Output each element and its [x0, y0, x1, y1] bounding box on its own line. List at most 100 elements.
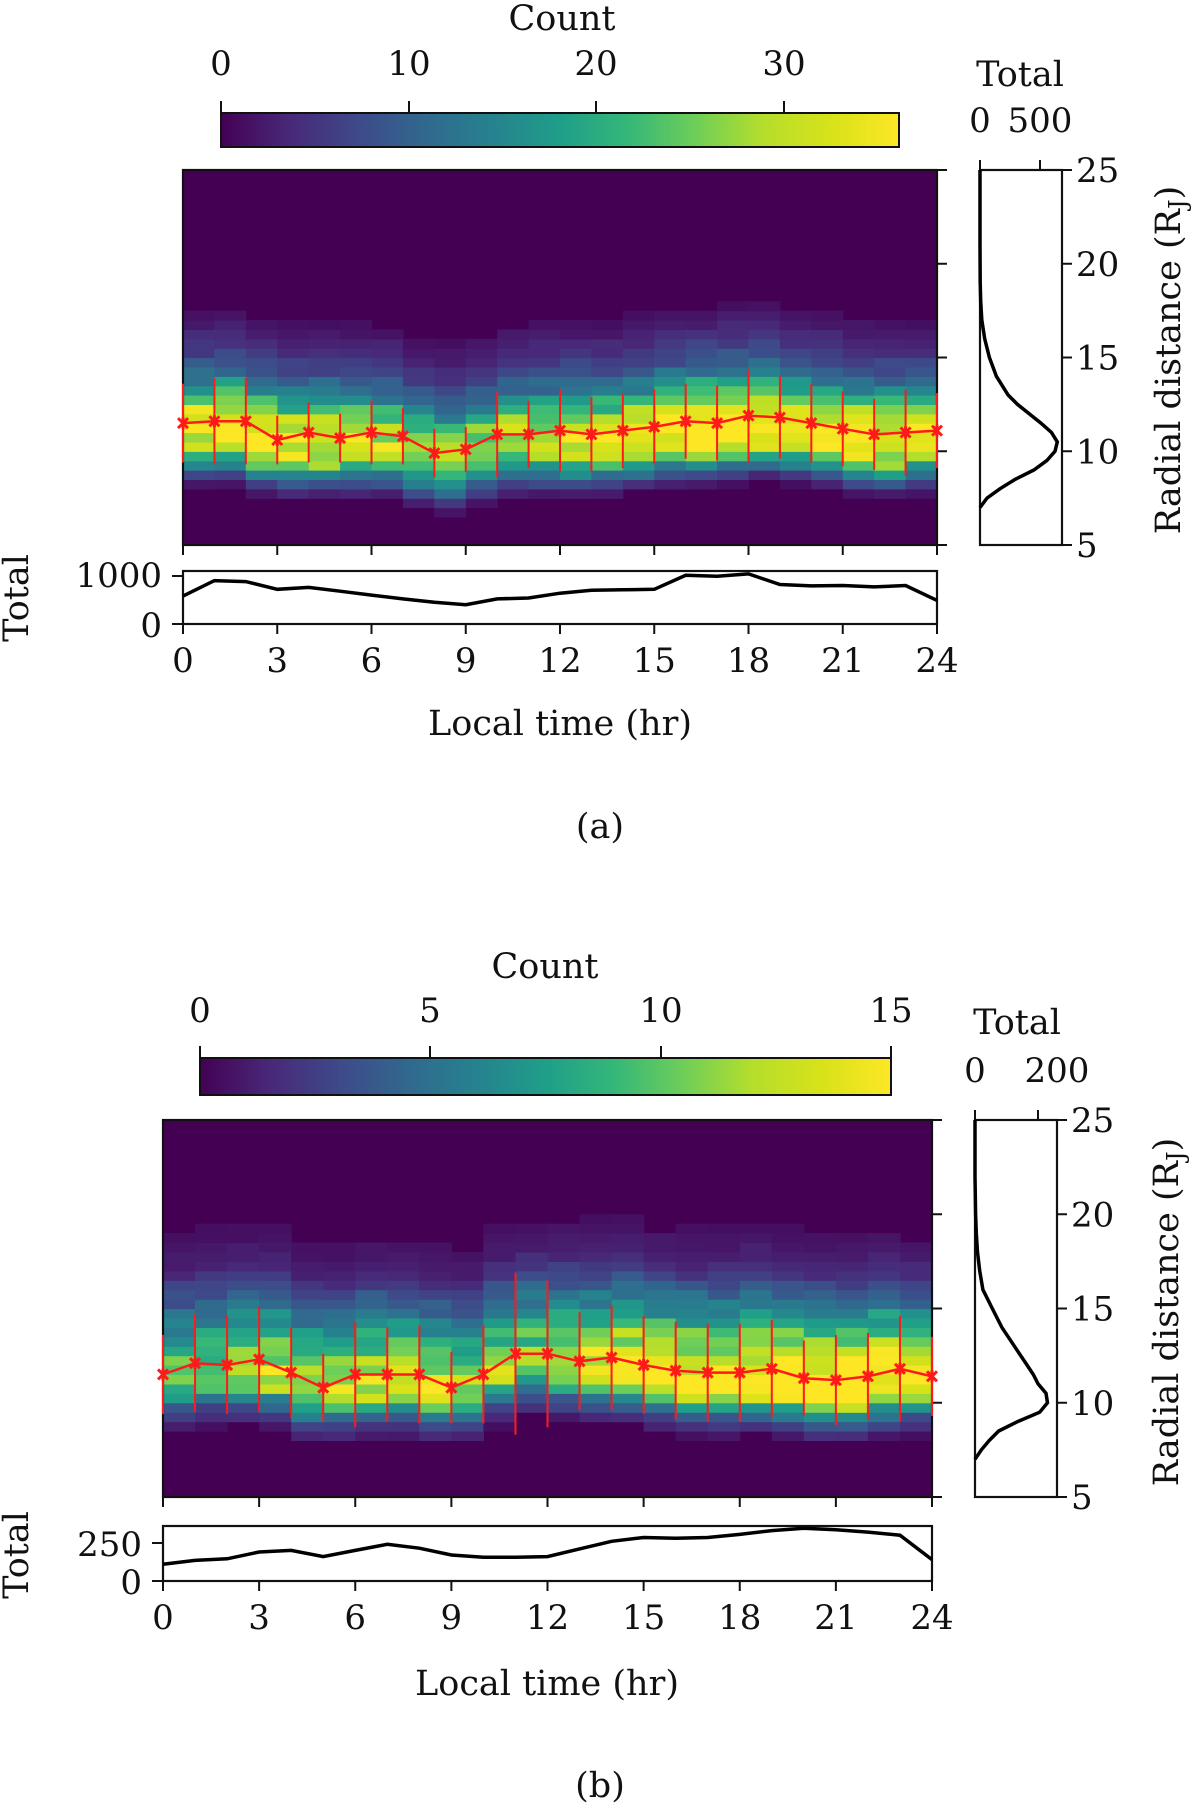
radial-axis-ticks: 5 10 15 20 25 [1062, 151, 1119, 566]
heatmap-cell [811, 310, 844, 321]
heatmap-cell [779, 413, 812, 424]
heatmap-cell [163, 1280, 196, 1291]
heatmap-cell [900, 1327, 932, 1338]
heatmap-cell [835, 1327, 869, 1338]
heatmap-cell [560, 451, 592, 462]
heatmap-cell [874, 357, 907, 368]
heatmap-cell [685, 451, 718, 462]
heatmap-cell [547, 1223, 581, 1234]
heatmap-cell [835, 1374, 869, 1385]
heatmap-cell [277, 329, 310, 340]
heatmap-cell [717, 479, 750, 490]
mean-radius-marker [208, 415, 221, 428]
heatmap-cell [803, 1252, 837, 1262]
heatmap-cell [560, 488, 592, 499]
heatmap-cell [591, 441, 624, 452]
heatmap-cell [483, 1299, 516, 1310]
heatmap-cell [259, 1412, 292, 1423]
heatmap-cell [739, 1327, 773, 1338]
heatmap-cell [622, 348, 655, 359]
mean-radius-marker [317, 1381, 330, 1394]
mean-radius-marker [428, 447, 441, 460]
heatmap-cell [811, 376, 844, 387]
colorbar-tick-marks [220, 101, 785, 113]
heatmap-cell [900, 1280, 932, 1291]
heatmap-cell [643, 1317, 677, 1328]
panel-label-b: (b) [575, 1766, 625, 1806]
heatmap-cell [214, 470, 247, 480]
heatmap-cell [371, 432, 404, 443]
heatmap-cell [402, 357, 435, 368]
heatmap-cell [434, 441, 467, 452]
heatmap-cell [323, 1308, 356, 1319]
heatmap-cell [451, 1365, 484, 1375]
heatmap-cell [622, 395, 655, 405]
heatmap-cell [547, 1242, 581, 1253]
heatmap-cell [245, 470, 278, 480]
heatmap-cell [355, 1280, 388, 1291]
heatmap-cell [497, 432, 530, 443]
heatmap-cell [371, 357, 404, 368]
heatmap-cell [611, 1374, 645, 1385]
heatmap-cell [528, 395, 561, 405]
mean-radius-marker [334, 432, 347, 445]
heatmap-cell [483, 1252, 516, 1262]
heatmap-cell [515, 1299, 549, 1310]
heatmap-cell [387, 1299, 420, 1310]
heatmap-cell [183, 470, 215, 480]
x-tick-label: 24 [915, 641, 958, 681]
heatmap-cell [867, 1374, 901, 1385]
heatmap-cell [214, 460, 247, 471]
heatmap-cell [214, 385, 247, 396]
heatmap-cell [483, 1308, 516, 1319]
heatmap-cell [323, 1393, 356, 1404]
heatmap-cell [371, 395, 404, 405]
bottom-total-frame [161, 1524, 934, 1583]
radial-tick-label: 15 [1076, 339, 1119, 379]
heatmap-cell [355, 1421, 388, 1432]
mean-radius-marker [253, 1353, 266, 1366]
heatmap-cell [867, 1421, 901, 1432]
heatmap-cell [707, 1233, 741, 1244]
heatmap-cell [419, 1393, 452, 1404]
heatmap-cell [245, 395, 278, 405]
heatmap-cell [387, 1374, 420, 1385]
heatmap-cell [874, 432, 907, 443]
heatmap-cell [277, 488, 310, 499]
heatmap-cell [387, 1308, 420, 1319]
heatmap-cell [771, 1242, 805, 1253]
mean-radius-series-a [176, 368, 944, 478]
heatmap-cell [622, 385, 655, 396]
heatmap-cell [451, 1383, 484, 1394]
heatmap-cell [874, 376, 907, 387]
heatmap-cell [451, 1327, 484, 1338]
heatmap-cell [227, 1393, 260, 1404]
heatmap-cell [643, 1327, 677, 1338]
heatmap-cell [465, 423, 498, 434]
heatmap-cell [611, 1365, 645, 1375]
heatmap-cell [323, 1327, 356, 1338]
heatmap-cell [842, 357, 875, 368]
heatmap-cell [905, 404, 937, 415]
heatmap-cell [579, 1336, 613, 1347]
heatmap-cell [611, 1261, 645, 1272]
heatmap-cell [547, 1280, 581, 1291]
heatmap-cell [675, 1299, 709, 1310]
heatmap-cell [528, 432, 561, 443]
heatmap-cell [779, 451, 812, 462]
heatmap-cell [579, 1270, 613, 1281]
heatmap-cell [419, 1242, 452, 1253]
heatmap-cell [323, 1336, 356, 1347]
mean-radius-marker [701, 1366, 714, 1379]
side-profile-line [973, 1120, 1050, 1461]
x-tick-label: 21 [814, 1598, 857, 1638]
heatmap-cell [560, 432, 592, 443]
heatmap-cell [771, 1299, 805, 1310]
heatmap-cell [707, 1270, 741, 1281]
heatmap-cell [195, 1355, 228, 1366]
heatmap-cell [643, 1346, 677, 1357]
heatmap-cell [308, 488, 341, 499]
heatmap-cell [259, 1252, 292, 1262]
heatmap-cell [779, 479, 812, 490]
heatmap-cell [547, 1412, 581, 1423]
